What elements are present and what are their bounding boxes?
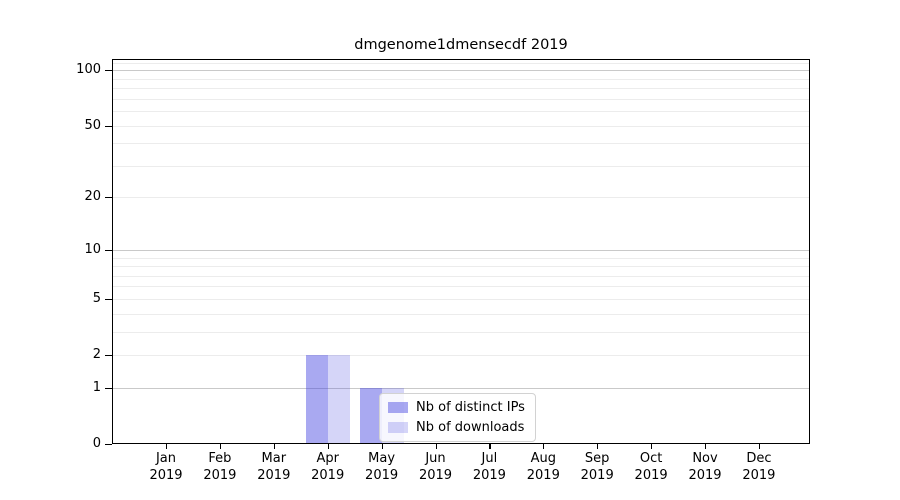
y-gridline-minor	[113, 126, 809, 127]
x-tick-label: May 2019	[342, 451, 422, 484]
x-tick-month: Mar	[261, 451, 287, 466]
x-tick-label: Jul 2019	[449, 451, 529, 484]
x-tick-year: 2019	[472, 467, 506, 483]
x-tick-month: Oct	[639, 451, 663, 466]
bar-nb-of-distinct-ips-apr	[306, 355, 328, 444]
chart-title: dmgenome1dmensecdf 2019	[354, 37, 568, 53]
y-tick	[105, 355, 112, 357]
x-tick-year: 2019	[580, 467, 614, 483]
x-tick-month: Dec	[746, 451, 772, 466]
x-tick-label: Apr 2019	[288, 451, 368, 484]
y-gridline-major	[113, 388, 809, 389]
x-tick-month: Nov	[692, 451, 718, 466]
x-tick	[381, 444, 383, 449]
x-tick	[327, 444, 329, 449]
y-tick	[105, 126, 112, 128]
y-gridline-minor	[113, 355, 809, 356]
y-tick	[105, 388, 112, 390]
bar-nb-of-downloads-apr	[328, 355, 350, 444]
y-tick-label: 5	[92, 291, 101, 306]
x-tick-year: 2019	[418, 467, 453, 483]
y-gridline-minor	[113, 299, 809, 300]
x-tick	[705, 444, 707, 449]
y-tick-label: 2	[92, 347, 101, 362]
y-gridline-minor	[113, 258, 809, 259]
y-tick-label: 50	[84, 118, 101, 133]
x-tick	[489, 444, 491, 449]
y-gridline-minor	[113, 79, 809, 80]
x-tick-year: 2019	[311, 467, 345, 483]
y-tick	[105, 299, 112, 301]
y-tick	[105, 250, 112, 252]
y-tick	[105, 444, 112, 446]
x-tick-label: Dec 2019	[719, 451, 799, 484]
x-tick-year: 2019	[149, 467, 183, 483]
legend-item-downloads: Nb of downloads	[388, 419, 525, 436]
x-tick-year: 2019	[688, 467, 722, 483]
x-tick	[435, 444, 437, 449]
legend-item-distinct-ips: Nb of distinct IPs	[388, 399, 525, 416]
x-tick-label: Jun 2019	[396, 451, 476, 484]
x-tick	[273, 444, 275, 449]
legend: Nb of distinct IPs Nb of downloads	[379, 393, 536, 442]
x-tick-year: 2019	[526, 467, 560, 483]
x-tick-label: Jan 2019	[126, 451, 206, 484]
y-tick-label: 20	[84, 189, 101, 204]
x-tick-month: Jul	[481, 451, 498, 466]
x-tick-month: May	[368, 451, 396, 466]
x-tick-label: Oct 2019	[611, 451, 691, 484]
legend-label-distinct-ips: Nb of distinct IPs	[416, 400, 525, 415]
x-tick	[543, 444, 545, 449]
x-tick-label: Feb 2019	[180, 451, 260, 484]
x-tick	[219, 444, 222, 449]
x-tick	[758, 444, 761, 449]
bar-nb-of-distinct-ips-may	[360, 387, 382, 444]
y-gridline-minor	[113, 286, 809, 287]
x-tick-label: Mar 2019	[234, 451, 314, 484]
x-tick-label: Aug 2019	[503, 451, 583, 484]
y-gridline-minor	[113, 166, 809, 167]
x-tick-label: Nov 2019	[665, 451, 745, 484]
legend-label-downloads: Nb of downloads	[416, 420, 525, 435]
y-gridline-minor	[113, 266, 809, 267]
y-tick-label: 100	[76, 62, 101, 77]
y-gridline-minor	[113, 276, 809, 277]
x-tick-month: Apr	[316, 451, 339, 466]
y-gridline-minor	[113, 99, 809, 100]
x-tick	[597, 444, 599, 449]
x-tick	[166, 444, 168, 449]
x-tick-year: 2019	[742, 467, 776, 483]
y-tick-label: 10	[84, 242, 101, 257]
y-tick-label: 0	[92, 436, 101, 451]
y-gridline-minor	[113, 88, 809, 89]
x-tick-year: 2019	[257, 467, 291, 483]
x-tick-month: Aug	[530, 451, 556, 466]
y-gridline-major	[113, 250, 809, 251]
x-tick	[651, 444, 653, 449]
y-gridline-major	[113, 70, 809, 71]
y-gridline-minor	[113, 111, 809, 112]
x-tick-year: 2019	[634, 467, 668, 483]
y-gridline-minor	[113, 197, 809, 198]
x-tick-year: 2019	[203, 467, 237, 483]
y-gridline-minor	[113, 63, 809, 64]
y-gridline-minor	[113, 332, 809, 333]
y-tick-label: 1	[92, 380, 101, 395]
y-gridline-minor	[113, 143, 809, 144]
legend-swatch-distinct-ips	[388, 402, 408, 413]
y-tick	[105, 70, 112, 72]
legend-swatch-downloads	[388, 422, 408, 433]
x-tick-month: Sep	[584, 451, 610, 466]
y-tick	[105, 197, 112, 199]
y-gridline-minor	[113, 314, 809, 315]
x-tick-year: 2019	[365, 467, 399, 483]
x-tick-month: Jan	[155, 451, 177, 466]
x-tick-month: Feb	[208, 451, 232, 466]
x-tick-label: Sep 2019	[557, 451, 637, 484]
x-tick-month: Jun	[425, 451, 446, 466]
